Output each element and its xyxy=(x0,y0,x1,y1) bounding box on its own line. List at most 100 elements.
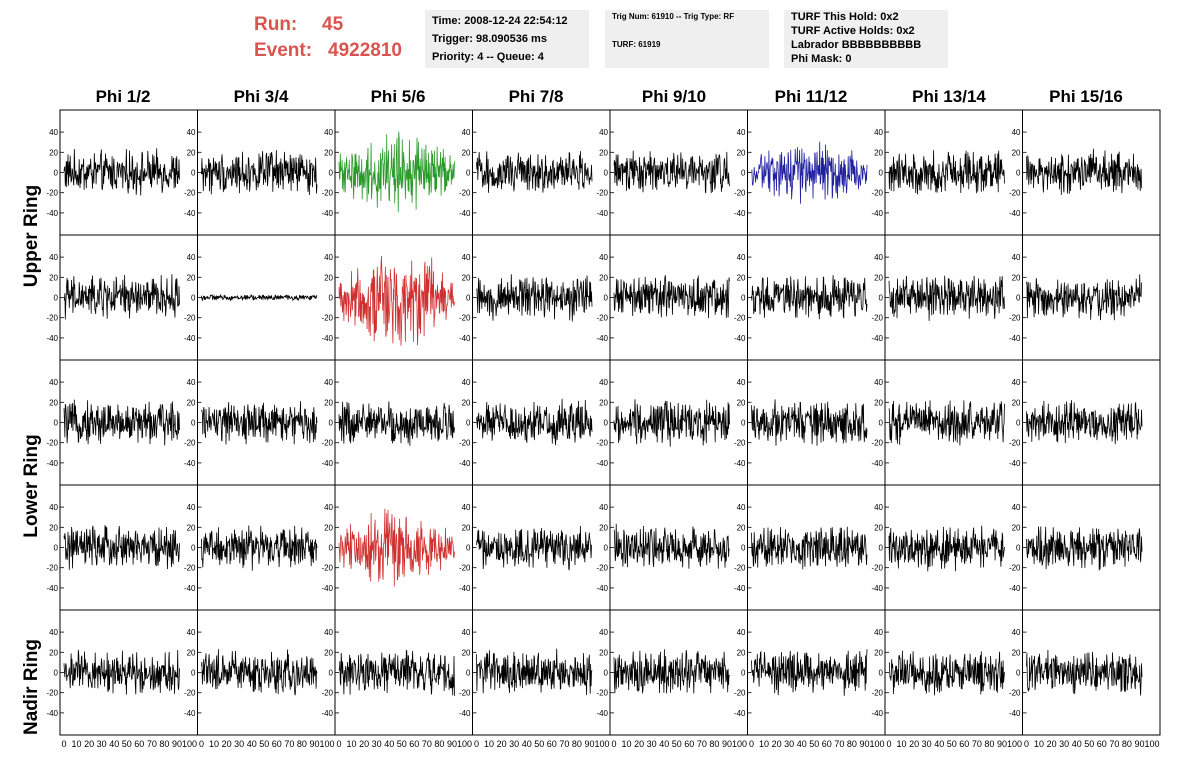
waveform-trace xyxy=(1026,400,1143,445)
y-tick-label: 0 xyxy=(741,669,746,678)
x-tick-label: 100 xyxy=(869,739,884,749)
y-tick-label: 20 xyxy=(324,523,333,532)
waveform-trace xyxy=(201,401,318,445)
y-tick-label: 20 xyxy=(737,523,746,532)
y-tick-label: -40 xyxy=(46,584,58,593)
x-tick-label: 70 xyxy=(972,739,982,749)
waveform-trace xyxy=(476,274,593,322)
event-number: 4922810 xyxy=(328,40,402,61)
waveform-trace xyxy=(201,150,318,196)
y-tick-label: 0 xyxy=(604,294,609,303)
waveform-trace xyxy=(888,650,1005,696)
x-tick-label: 60 xyxy=(409,739,419,749)
waveform-trace xyxy=(751,275,868,320)
x-tick-label: 50 xyxy=(122,739,132,749)
x-tick-label: 20 xyxy=(359,739,369,749)
x-tick-label: 40 xyxy=(247,739,257,749)
x-tick-label: 30 xyxy=(1059,739,1069,749)
y-tick-label: -40 xyxy=(46,334,58,343)
y-tick-label: -40 xyxy=(1009,209,1021,218)
waveform-trace xyxy=(63,148,180,196)
waveform-trace xyxy=(338,508,455,587)
y-tick-label: -20 xyxy=(1009,439,1021,448)
y-tick-label: -40 xyxy=(321,459,333,468)
waveform-panel: 40 20 0 -20 -40 xyxy=(871,484,1023,611)
y-tick-label: 20 xyxy=(462,273,471,282)
y-tick-label: -20 xyxy=(321,689,333,698)
y-tick-label: 20 xyxy=(49,523,58,532)
waveform-trace xyxy=(63,649,180,695)
y-tick-label: 0 xyxy=(604,169,609,178)
y-tick-label: 40 xyxy=(462,253,471,262)
run-event-header: Run: 45 Event: 4922810 xyxy=(254,12,402,64)
trig-text: Trig Num: 61910 -- Trig Type: RF xyxy=(612,12,735,21)
y-tick-label: 40 xyxy=(49,628,58,637)
y-tick-label: -40 xyxy=(184,459,196,468)
waveform-panel: 40 20 0 -20 -40 xyxy=(184,359,336,486)
y-tick-label: -20 xyxy=(459,189,471,198)
y-tick-label: 20 xyxy=(1012,523,1021,532)
y-tick-label: 20 xyxy=(874,648,883,657)
y-tick-label: -40 xyxy=(184,334,196,343)
y-tick-label: 0 xyxy=(191,669,196,678)
x-tick-label: 0 xyxy=(61,739,66,749)
y-tick-label: -40 xyxy=(1009,459,1021,468)
waveform-panel: 40 20 0 -20 -40 xyxy=(596,484,748,611)
y-tick-label: 40 xyxy=(599,128,608,137)
y-tick-label: -40 xyxy=(871,459,883,468)
y-tick-label: 20 xyxy=(187,648,196,657)
waveform-panel: 40 20 0 -20 -40 xyxy=(734,359,886,486)
waveform-panel: 40 20 0 -20 -40 xyxy=(184,109,336,236)
waveform-panel: 40 20 0 -20 -40 xyxy=(321,484,473,611)
x-tick-label: 100 xyxy=(732,739,747,749)
x-tick-label: 10 xyxy=(622,739,632,749)
x-tick-label: 90 xyxy=(309,739,319,749)
y-tick-label: 40 xyxy=(324,378,333,387)
y-tick-label: 40 xyxy=(49,128,58,137)
waveform-trace xyxy=(201,293,318,302)
waveform-trace xyxy=(1026,526,1143,571)
y-tick-label: -20 xyxy=(734,189,746,198)
trig-info-panel: Trig Num: 61910 -- Trig Type: RF TURF: 6… xyxy=(605,10,769,68)
y-tick-label: -40 xyxy=(734,709,746,718)
y-tick-label: 20 xyxy=(737,273,746,282)
y-tick-label: -20 xyxy=(1009,314,1021,323)
y-tick-label: -20 xyxy=(46,689,58,698)
x-tick-label: 60 xyxy=(272,739,282,749)
waveform-trace xyxy=(613,649,730,694)
y-tick-label: 40 xyxy=(49,378,58,387)
y-tick-label: -20 xyxy=(596,564,608,573)
y-tick-label: 20 xyxy=(599,273,608,282)
y-tick-label: 40 xyxy=(874,628,883,637)
x-tick-label: 20 xyxy=(497,739,507,749)
y-tick-label: 20 xyxy=(737,398,746,407)
y-tick-label: 40 xyxy=(737,503,746,512)
waveform-trace xyxy=(1026,649,1143,696)
x-tick-label: 80 xyxy=(984,739,994,749)
y-tick-label: 0 xyxy=(741,419,746,428)
x-tick-label: 20 xyxy=(772,739,782,749)
x-tick-label: 50 xyxy=(534,739,544,749)
y-tick-label: 20 xyxy=(187,523,196,532)
y-tick-label: 20 xyxy=(462,148,471,157)
y-tick-label: 40 xyxy=(737,628,746,637)
y-tick-label: 40 xyxy=(599,253,608,262)
y-tick-label: -20 xyxy=(734,564,746,573)
waveform-trace xyxy=(888,525,1005,572)
y-tick-label: -20 xyxy=(46,189,58,198)
y-tick-label: 20 xyxy=(599,398,608,407)
x-tick-label: 80 xyxy=(1122,739,1132,749)
x-tick-label: 30 xyxy=(372,739,382,749)
x-tick-label: 90 xyxy=(859,739,869,749)
y-tick-label: -20 xyxy=(184,689,196,698)
y-tick-label: -20 xyxy=(1009,564,1021,573)
y-tick-label: -20 xyxy=(596,439,608,448)
x-tick-label: 100 xyxy=(1144,739,1159,749)
y-tick-label: -40 xyxy=(734,459,746,468)
y-tick-label: 40 xyxy=(599,503,608,512)
waveform-panel: 40 20 0 -20 -40 xyxy=(1009,109,1161,236)
y-tick-label: 40 xyxy=(599,378,608,387)
y-tick-label: -40 xyxy=(596,584,608,593)
y-tick-label: -40 xyxy=(321,584,333,593)
